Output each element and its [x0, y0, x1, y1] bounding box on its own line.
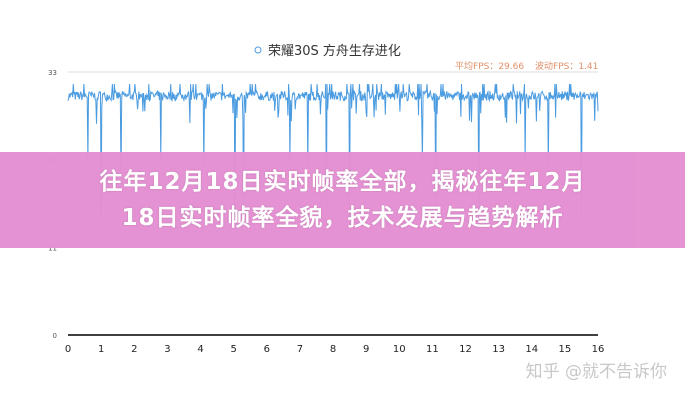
fluct-fps: 波动FPS：1.41 [535, 60, 598, 72]
x-tick-label: 0 [65, 344, 71, 355]
x-tick-label: 12 [459, 344, 472, 355]
x-tick-label: 2 [131, 344, 137, 355]
x-tick-label: 9 [363, 344, 369, 355]
x-tick-label: 6 [264, 344, 270, 355]
x-tick-label: 7 [297, 344, 303, 355]
x-tick-label: 14 [525, 344, 538, 355]
x-tick-label: 5 [230, 344, 236, 355]
y-tick-label: 0 [53, 332, 57, 340]
banner-line-1: 往年12月18日实时帧率全部，揭秘往年12月 [99, 169, 586, 195]
x-tick-label: 15 [559, 344, 572, 355]
legend-marker [254, 46, 262, 54]
x-tick-label: 8 [330, 344, 336, 355]
avg-fps: 平均FPS：29.66 [455, 60, 524, 72]
x-tick-label: 1 [98, 344, 104, 355]
x-tick-label: 16 [592, 344, 605, 355]
x-tick-label: 11 [426, 344, 439, 355]
watermark: 知乎 @就不告诉你 [525, 362, 667, 382]
x-tick-label: 13 [492, 344, 505, 355]
x-tick-label: 10 [393, 344, 406, 355]
banner-line-2: 18日实时帧率全貌，技术发展与趋势解析 [121, 205, 564, 231]
fps-series-line [67, 83, 599, 224]
x-tick-label: 4 [197, 344, 203, 355]
title-banner: 往年12月18日实时帧率全部，揭秘往年12月 18日实时帧率全貌，技术发展与趋势… [0, 152, 685, 248]
y-tick-label: 33 [48, 69, 57, 77]
legend-label: 荣耀30S 方舟生存进化 [268, 43, 401, 59]
y-tick-label: 11 [48, 244, 57, 252]
x-tick-label: 3 [164, 344, 170, 355]
